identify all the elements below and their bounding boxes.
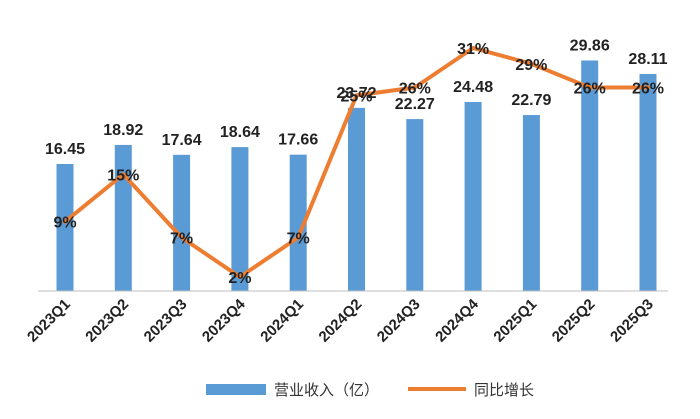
legend-bar-label: 营业收入（亿） (274, 381, 379, 399)
bar-value-label: 22.27 (395, 96, 435, 113)
growth-label: 31% (457, 41, 489, 58)
x-tick-labels: 2023Q1 2023Q2 2023Q3 2023Q4 2024Q1 2024Q2 2024… (24, 295, 657, 345)
growth-label: 7% (170, 231, 193, 248)
bar-2023Q3 (173, 154, 191, 291)
line-series (63, 46, 650, 279)
x-tick-label: 2024Q4 (432, 295, 482, 345)
growth-point-2023Q3 (179, 235, 184, 240)
bar-value-labels: 16.45 18.92 17.64 18.64 17.66 23.72 22.27 24.48… (45, 37, 668, 158)
x-tick-label: 2024Q1 (257, 296, 307, 346)
growth-label: 15% (107, 167, 139, 184)
bar-2024Q3 (406, 119, 424, 292)
x-tick-label: 2025Q2 (549, 296, 599, 346)
growth-point-2025Q3 (646, 85, 650, 90)
growth-labels: 9% 15% 7% 2% 7% 25% 26% 31% 29% 26% 26% (53, 41, 664, 287)
growth-point-2024Q4 (471, 46, 476, 50)
bar-value-label: 17.66 (278, 132, 318, 149)
bar-2023Q1 (56, 164, 74, 291)
growth-label: 26% (399, 80, 431, 97)
bar-value-label: 16.45 (45, 141, 85, 158)
bar-2023Q4 (231, 147, 249, 291)
bar-value-label: 18.64 (220, 124, 260, 141)
bar-value-label: 18.92 (103, 122, 143, 139)
bar-value-label: 23.72 (336, 85, 376, 102)
growth-point-2025Q1 (529, 61, 534, 66)
bar-2025Q2 (581, 60, 599, 291)
growth-label: 29% (515, 57, 547, 74)
growth-label: 26% (574, 80, 606, 97)
bar-2024Q4 (464, 102, 482, 291)
growth-point-2023Q4 (237, 275, 242, 279)
growth-point-2025Q2 (587, 85, 592, 90)
growth-point-2024Q2 (354, 93, 359, 98)
growth-label: 25% (340, 88, 372, 105)
bar-2025Q1 (522, 115, 540, 291)
bar-2024Q2 (348, 107, 365, 292)
growth-point-2023Q1 (63, 219, 67, 224)
growth-point-2023Q2 (121, 172, 126, 177)
growth-label: 7% (287, 231, 310, 248)
x-tick-label: 2023Q2 (82, 296, 132, 346)
growth-point-2024Q3 (412, 85, 417, 90)
bar-value-label: 28.11 (628, 51, 667, 68)
legend: 营业收入（亿） 同比增长 (206, 381, 534, 399)
bar-series (56, 60, 657, 292)
bar-2024Q1 (289, 154, 307, 291)
x-tick-label: 2025Q1 (490, 296, 540, 346)
bar-value-label: 29.86 (570, 37, 610, 54)
bar-value-label: 22.79 (511, 92, 551, 109)
growth-label: 2% (228, 270, 251, 287)
x-tick-label: 2024Q3 (374, 296, 424, 346)
x-tick-label: 2024Q2 (316, 296, 366, 346)
bar-value-label: 24.48 (453, 79, 493, 96)
legend-line-label: 同比增长 (474, 381, 534, 399)
x-tick-label: 2023Q1 (24, 296, 74, 346)
growth-label: 9% (53, 215, 76, 232)
legend-bar-swatch (206, 384, 266, 395)
bar-value-label: 17.64 (162, 132, 202, 149)
growth-point-2024Q1 (296, 235, 301, 240)
bar-2025Q3 (639, 73, 657, 291)
x-tick-label: 2023Q4 (199, 295, 249, 345)
x-tick-label: 2025Q3 (607, 296, 657, 346)
x-tick-label: 2023Q3 (141, 296, 191, 346)
growth-label: 26% (632, 80, 664, 97)
